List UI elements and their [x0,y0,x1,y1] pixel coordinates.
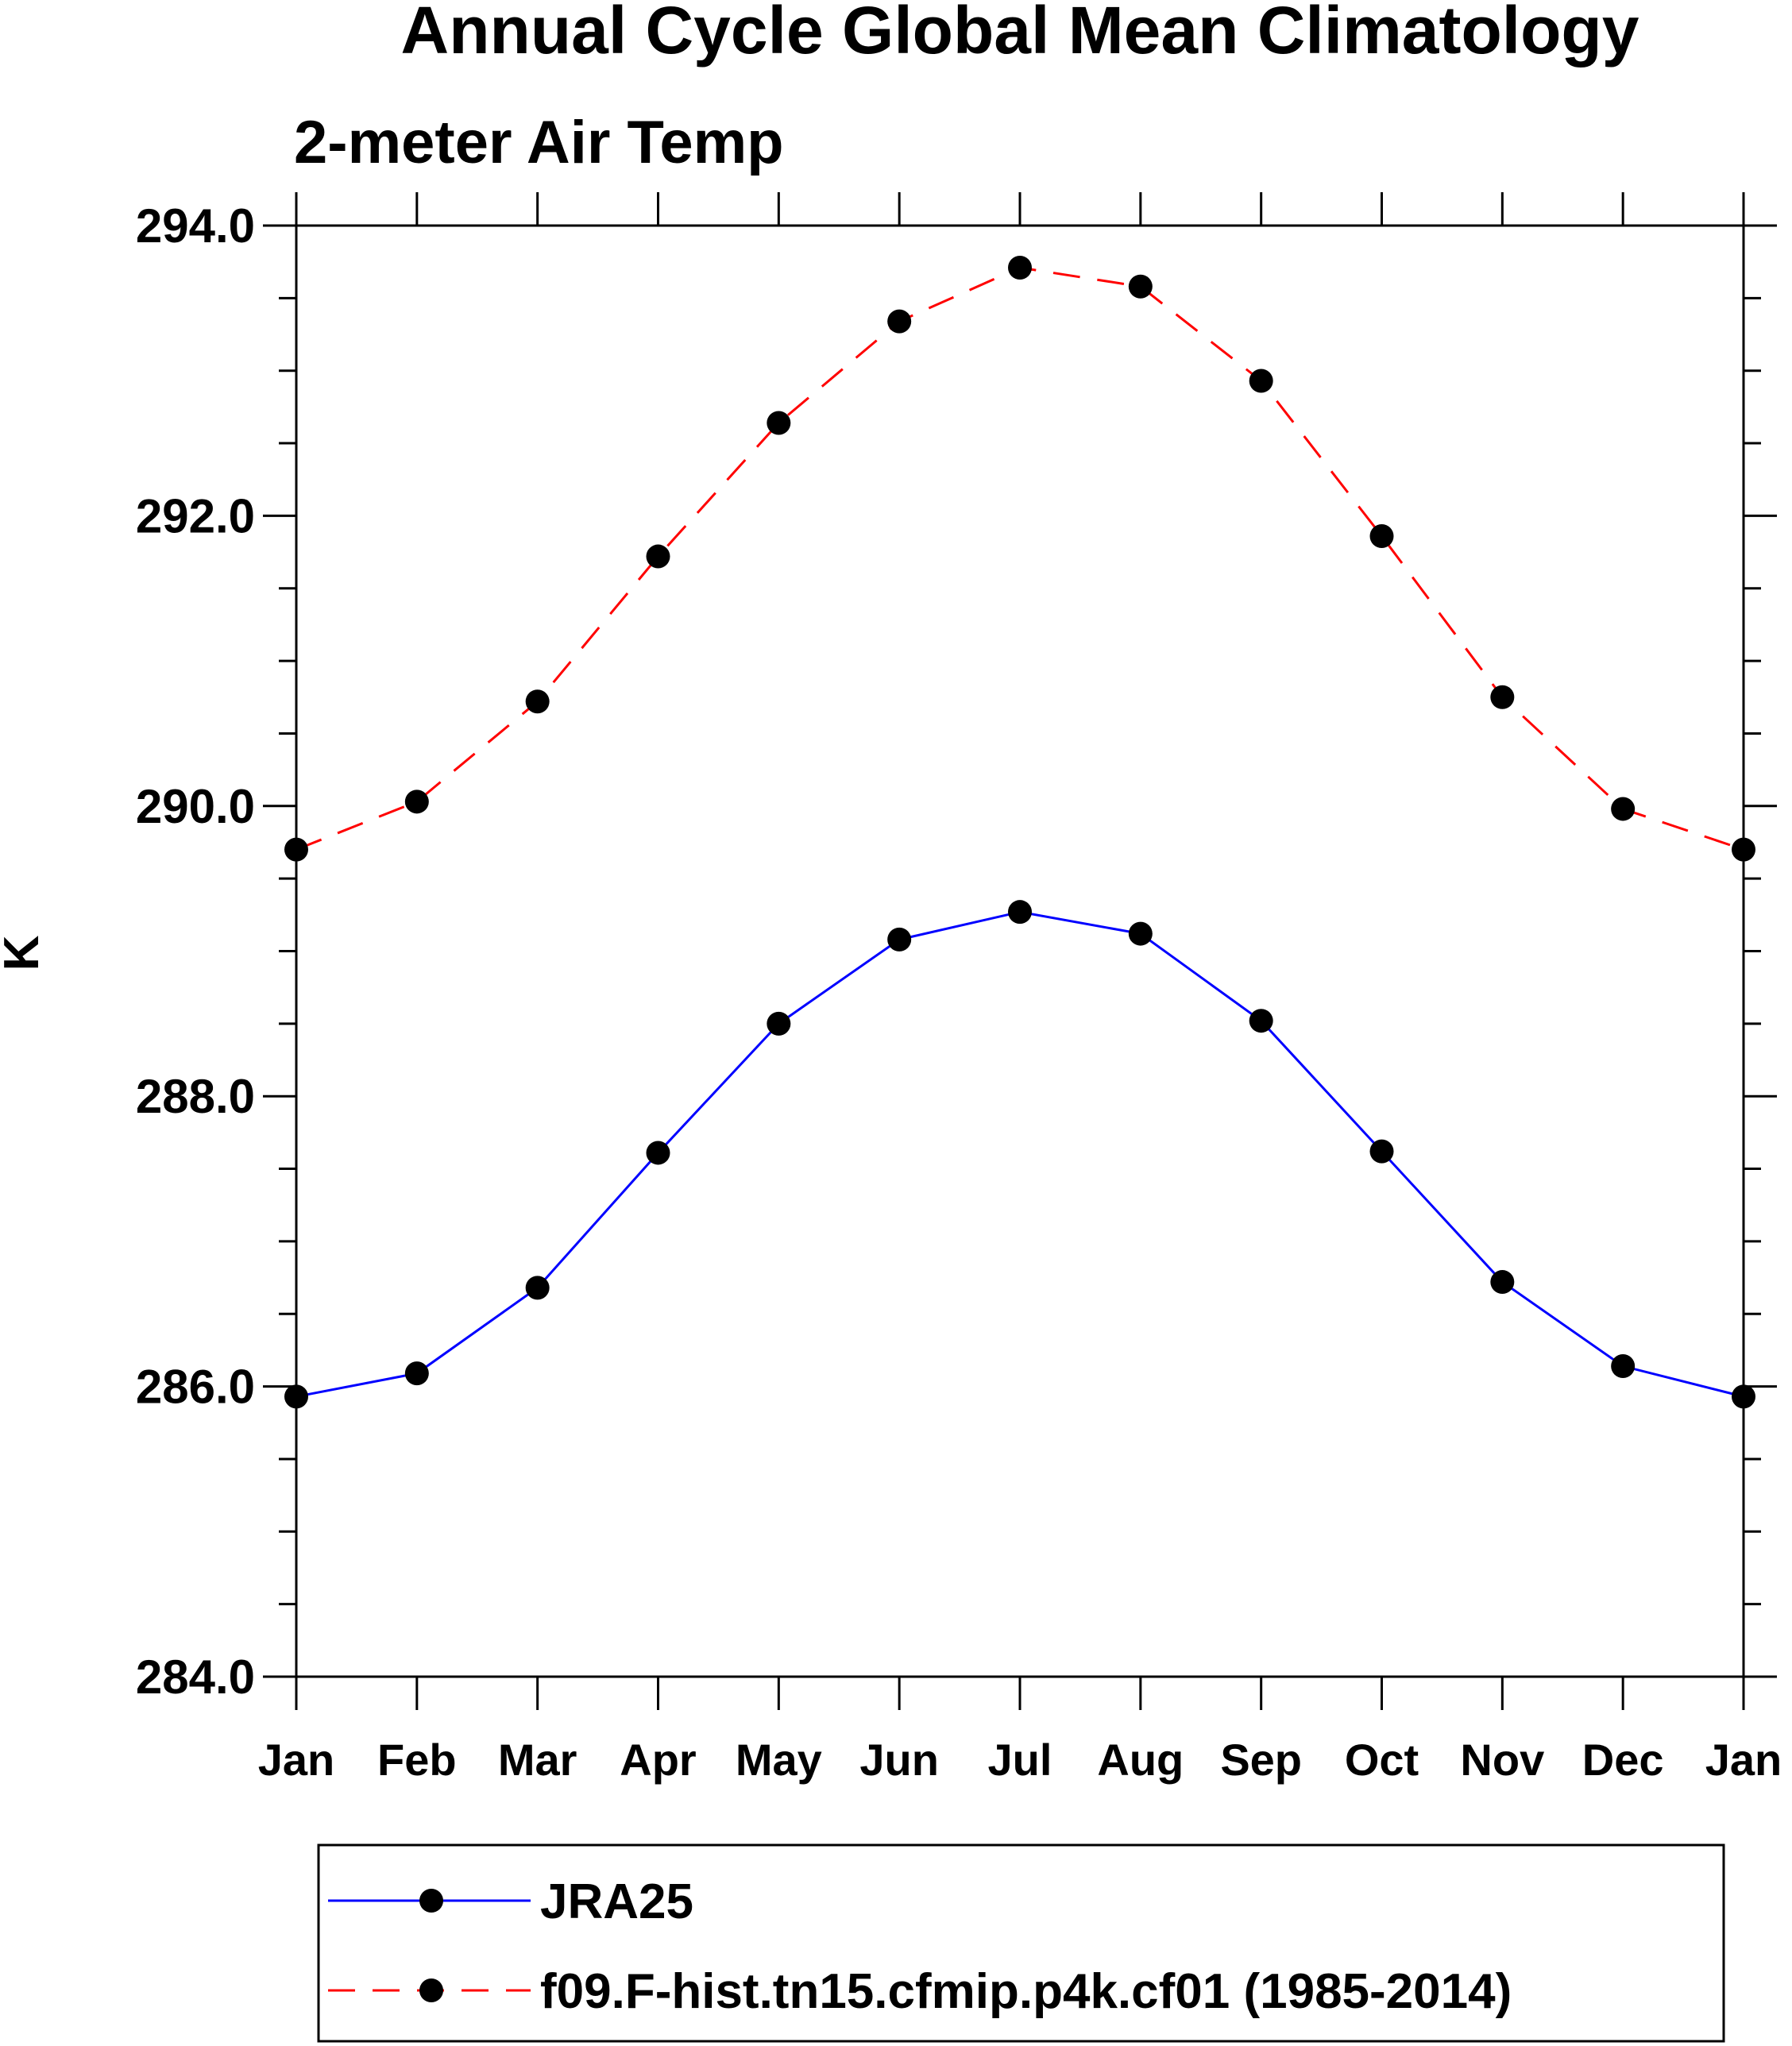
x-tick-label: Jul [988,1735,1052,1785]
series-line-1 [295,910,1744,1398]
x-tick-label: Oct [1345,1735,1419,1785]
series-2-point [1732,837,1755,862]
x-tick-label: May [736,1735,822,1785]
series-2-point [646,544,670,569]
legend: JRA25 f09.F-hist.tn15.cfmip.p4k.cf01 (198… [317,1843,1725,2043]
series-2-point [284,837,308,862]
series-2-point [767,411,791,435]
y-tick-label: 284.0 [136,1650,255,1704]
plot-border [295,224,1745,1678]
y-tick-label: 288.0 [136,1070,255,1123]
y-tick-label: 294.0 [136,199,255,253]
x-tick-label: Jan [258,1735,335,1785]
y-axis-label: K [0,935,49,971]
series-2-point [404,789,429,814]
x-tick-label: Aug [1097,1735,1184,1785]
series-1-point [887,927,912,952]
x-axis: Jan Feb Mar Apr May Jun Jul Aug Sep Oct Nov Dec Jan [258,192,1782,1785]
x-tick-label: Mar [498,1735,577,1785]
x-tick-label: Feb [377,1735,457,1785]
series-2-point [1128,274,1153,299]
series-2-point [1611,797,1636,821]
series-1-point [284,1384,308,1409]
series-2-point [1369,523,1394,548]
series-2-point [1008,255,1032,280]
legend-label-1: JRA25 [540,1874,693,1929]
series-layer [284,255,1755,1409]
x-tick-label: Dec [1582,1735,1664,1785]
chart-title: Annual Cycle Global Mean Climatology [401,0,1639,68]
series-1-point [1611,1354,1636,1379]
series-1-point [1249,1009,1273,1033]
series-2-point [1249,369,1273,393]
series-line-2 [295,266,1744,851]
series-1-point [646,1141,670,1165]
x-tick-label: Nov [1460,1735,1544,1785]
y-tick-label: 292.0 [136,489,255,542]
legend-box [317,1843,1725,2043]
series-1-point [1490,1270,1515,1295]
x-tick-label: Jun [859,1735,939,1785]
series-1-point [1128,921,1153,946]
series-1-point [525,1276,550,1300]
legend-marker-1 [419,1889,443,1913]
series-1-point [1369,1139,1394,1164]
series-2-point [1490,685,1515,709]
series-2-point [525,689,550,714]
legend-marker-2 [419,1978,443,2002]
series-2-point [887,309,912,334]
series-1-point [1732,1384,1755,1409]
x-tick-label: Apr [620,1735,696,1785]
series-1-point [1008,900,1032,925]
x-tick-label: Sep [1220,1735,1302,1785]
plot-frame [295,224,1745,1678]
y-axis: 294.0 292.0 290.0 288.0 286.0 284.0 [136,199,1777,1704]
legend-label-2: f09.F-hist.tn15.cfmip.p4k.cf01 (1985-201… [540,1964,1512,2019]
x-tick-label: Jan [1705,1735,1782,1785]
series-1-point [767,1011,791,1036]
y-tick-label: 290.0 [136,780,255,833]
series-1-point [404,1361,429,1386]
y-tick-label: 286.0 [136,1361,255,1414]
chart-subtitle: 2-meter Air Temp [294,109,784,176]
